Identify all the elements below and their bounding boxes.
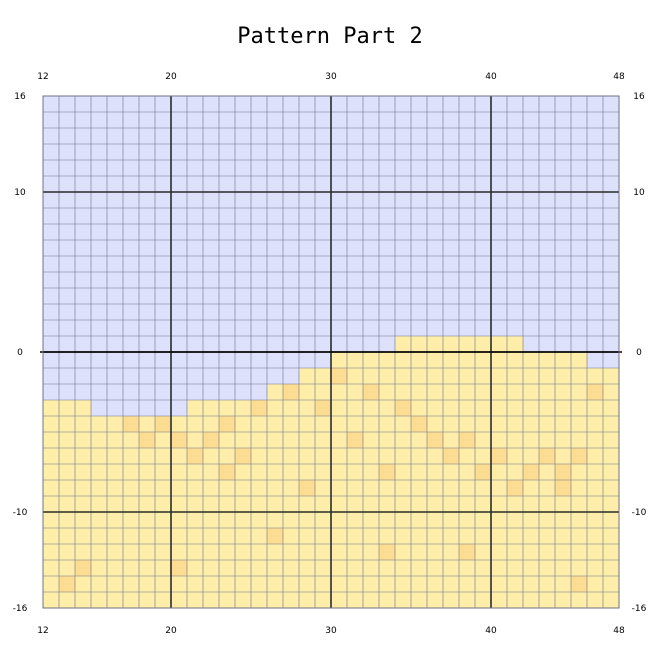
- sand-shade-cell: [523, 464, 539, 480]
- sand-column: [203, 400, 219, 608]
- sand-column: [491, 336, 507, 608]
- y-tick-label-right: 16: [633, 92, 645, 102]
- x-tick-label-top: 48: [613, 72, 625, 82]
- sand-column: [411, 336, 427, 608]
- sand-shade-cell: [139, 432, 155, 448]
- x-tick-label-bottom: 48: [613, 626, 625, 636]
- x-tick-label-bottom: 12: [37, 626, 48, 636]
- sand-shade-cell: [571, 576, 587, 592]
- y-tick-label-left: -16: [13, 604, 28, 614]
- sand-shade-cell: [171, 560, 187, 576]
- sand-shade-cell: [75, 560, 91, 576]
- sand-column: [315, 368, 331, 608]
- sand-column: [219, 400, 235, 608]
- sand-shade-cell: [219, 464, 235, 480]
- sand-shade-cell: [235, 448, 251, 464]
- sand-column: [459, 336, 475, 608]
- sand-shade-cell: [379, 544, 395, 560]
- sand-column: [75, 400, 91, 608]
- y-tick-label-right: -10: [632, 508, 647, 518]
- sand-shade-cell: [539, 448, 555, 464]
- sand-column: [395, 336, 411, 608]
- sand-shade-cell: [459, 544, 475, 560]
- sand-shade-cell: [379, 464, 395, 480]
- sand-shade-cell: [555, 464, 571, 480]
- sand-column: [43, 400, 59, 608]
- sand-column: [235, 400, 251, 608]
- y-tick-label-right: -16: [632, 604, 647, 614]
- sand-shade-cell: [587, 384, 603, 400]
- y-tick-label-right: 10: [633, 188, 645, 198]
- sand-shade-cell: [507, 480, 523, 496]
- sand-shade-cell: [395, 400, 411, 416]
- sand-shade-cell: [219, 416, 235, 432]
- sand-shade-cell: [443, 448, 459, 464]
- sand-column: [603, 368, 619, 608]
- sand-shade-cell: [251, 400, 267, 416]
- sand-column: [59, 400, 75, 608]
- sand-column: [427, 336, 443, 608]
- sand-shade-cell: [187, 448, 203, 464]
- grid-frame: [42, 95, 620, 609]
- sand-shade-cell: [171, 432, 187, 448]
- sand-column: [443, 336, 459, 608]
- sand-shade-cell: [331, 368, 347, 384]
- x-tick-label-bottom: 20: [165, 626, 177, 636]
- sand-shade-cell: [555, 480, 571, 496]
- y-tick-label-left: 10: [14, 188, 26, 198]
- sand-shade-cell: [315, 400, 331, 416]
- sand-shade-cell: [267, 528, 283, 544]
- sand-column: [587, 368, 603, 608]
- sand-shade-cell: [459, 432, 475, 448]
- x-tick-label-bottom: 40: [485, 626, 497, 636]
- sand-shade-cell: [123, 416, 139, 432]
- sand-shade-cell: [571, 448, 587, 464]
- y-tick-label-left: -10: [13, 508, 28, 518]
- y-tick-label-left: 16: [14, 92, 26, 102]
- sand-shade-cell: [427, 432, 443, 448]
- chart-title: Pattern Part 2: [237, 24, 423, 49]
- sand-column: [187, 400, 203, 608]
- sand-shade-cell: [347, 432, 363, 448]
- sand-shade-cell: [475, 464, 491, 480]
- sand-column: [251, 400, 267, 608]
- sand-shade-cell: [203, 432, 219, 448]
- x-tick-label-top: 30: [325, 72, 337, 82]
- x-tick-label-top: 40: [485, 72, 497, 82]
- x-tick-label-top: 20: [165, 72, 177, 82]
- sand-shade-cell: [299, 480, 315, 496]
- x-tick-label-top: 12: [37, 72, 48, 82]
- sand-shade-cell: [491, 448, 507, 464]
- sand-shade-cell: [59, 576, 75, 592]
- sand-shade-cell: [363, 384, 379, 400]
- x-tick-label-bottom: 30: [325, 626, 337, 636]
- sand-shade-cell: [283, 384, 299, 400]
- y-tick-label-left: 0: [17, 348, 23, 358]
- sand-shade-cell: [411, 416, 427, 432]
- y-tick-label-right: 0: [636, 348, 642, 358]
- sand-shade-cell: [155, 416, 171, 432]
- sand-column: [507, 336, 523, 608]
